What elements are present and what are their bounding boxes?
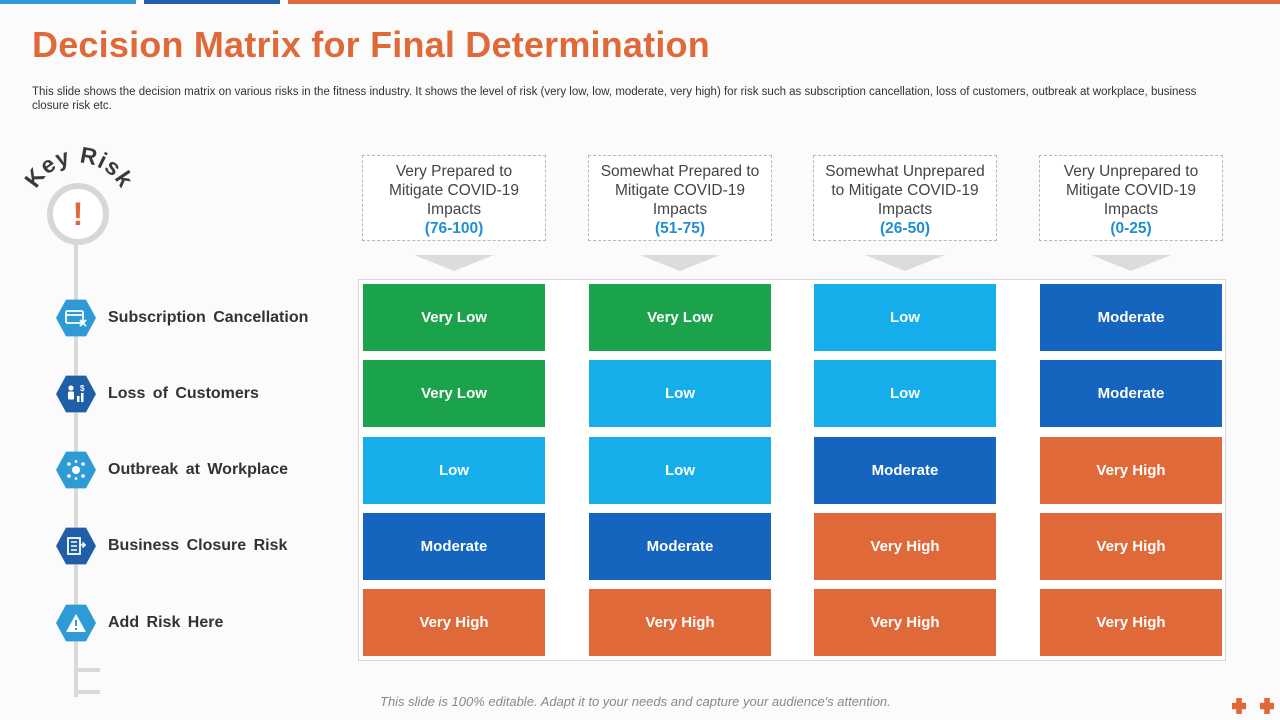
subscription-cancel-icon (56, 299, 96, 337)
column-header-range: (76-100) (424, 220, 484, 237)
spine-rung (74, 668, 100, 672)
down-arrow-icon (865, 255, 945, 271)
matrix-cell: Very High (363, 589, 545, 656)
warning-icon (56, 604, 96, 642)
risk-label: Loss of Customers (108, 385, 259, 402)
spine-rung (74, 690, 100, 694)
alert-badge: ! (47, 183, 109, 245)
risk-label: Add Risk Here (108, 614, 224, 631)
footer-note: This slide is 100% editable. Adapt it to… (380, 694, 891, 709)
column-header: Very Prepared to Mitigate COVID-19 Impac… (362, 155, 546, 241)
business-closure-icon (56, 527, 96, 565)
matrix-cell: Moderate (363, 513, 545, 580)
matrix-cell: Low (814, 284, 996, 351)
matrix-cell: Moderate (589, 513, 771, 580)
risk-label: Business Closure Risk (108, 537, 288, 554)
risk-row: $ Loss of Customers (56, 374, 259, 414)
exclamation-icon: ! (72, 196, 84, 232)
next-slide-button[interactable] (1260, 698, 1274, 714)
matrix-cell: Very Low (589, 284, 771, 351)
column-header-text: Somewhat Prepared to Mitigate COVID-19 I… (600, 163, 760, 218)
column-header: Somewhat Prepared to Mitigate COVID-19 I… (588, 155, 772, 241)
matrix-cell: Very High (814, 589, 996, 656)
column-header: Somewhat Unprepared to Mitigate COVID-19… (813, 155, 997, 241)
risk-row: Business Closure Risk (56, 526, 287, 566)
matrix-cell: Very High (1040, 513, 1222, 580)
column-header-range: (26-50) (880, 220, 930, 237)
matrix-cell: Moderate (1040, 360, 1222, 427)
customers-loss-icon: $ (56, 375, 96, 413)
matrix-cell: Very High (1040, 589, 1222, 656)
down-arrow-icon (640, 255, 720, 271)
column-header-range: (51-75) (655, 220, 705, 237)
column-header: Very Unprepared to Mitigate COVID-19 Imp… (1039, 155, 1223, 241)
risk-row: Outbreak at Workplace (56, 450, 288, 490)
column-header-text: Somewhat Unprepared to Mitigate COVID-19… (825, 163, 985, 218)
matrix-cell: Very Low (363, 284, 545, 351)
matrix-cell: Moderate (1040, 284, 1222, 351)
matrix-cell: Very High (814, 513, 996, 580)
down-arrow-icon (1091, 255, 1171, 271)
top-accent-bar-1 (0, 0, 136, 4)
matrix-cell: Very Low (363, 360, 545, 427)
prev-slide-button[interactable] (1232, 698, 1246, 714)
matrix-cell: Very High (1040, 437, 1222, 504)
matrix-cell: Low (589, 360, 771, 427)
page-title: Decision Matrix for Final Determination (32, 24, 710, 65)
matrix-cell: Low (814, 360, 996, 427)
svg-text:$: $ (80, 384, 85, 393)
risk-label: Outbreak at Workplace (108, 461, 288, 478)
matrix-cell: Low (589, 437, 771, 504)
top-accent-bar-3 (288, 0, 1280, 4)
matrix-cell: Low (363, 437, 545, 504)
column-header-text: Very Prepared to Mitigate COVID-19 Impac… (388, 163, 520, 218)
matrix-cell: Moderate (814, 437, 996, 504)
risk-row: Subscription Cancellation (56, 298, 308, 338)
risk-row: Add Risk Here (56, 603, 223, 643)
risk-label: Subscription Cancellation (108, 309, 309, 326)
matrix-cell: Very High (589, 589, 771, 656)
down-arrow-icon (414, 255, 494, 271)
column-header-text: Very Unprepared to Mitigate COVID-19 Imp… (1063, 163, 1199, 218)
page-subtitle: This slide shows the decision matrix on … (32, 86, 1197, 112)
virus-icon (56, 451, 96, 489)
top-accent-bar-2 (144, 0, 280, 4)
column-header-range: (0-25) (1110, 220, 1152, 237)
